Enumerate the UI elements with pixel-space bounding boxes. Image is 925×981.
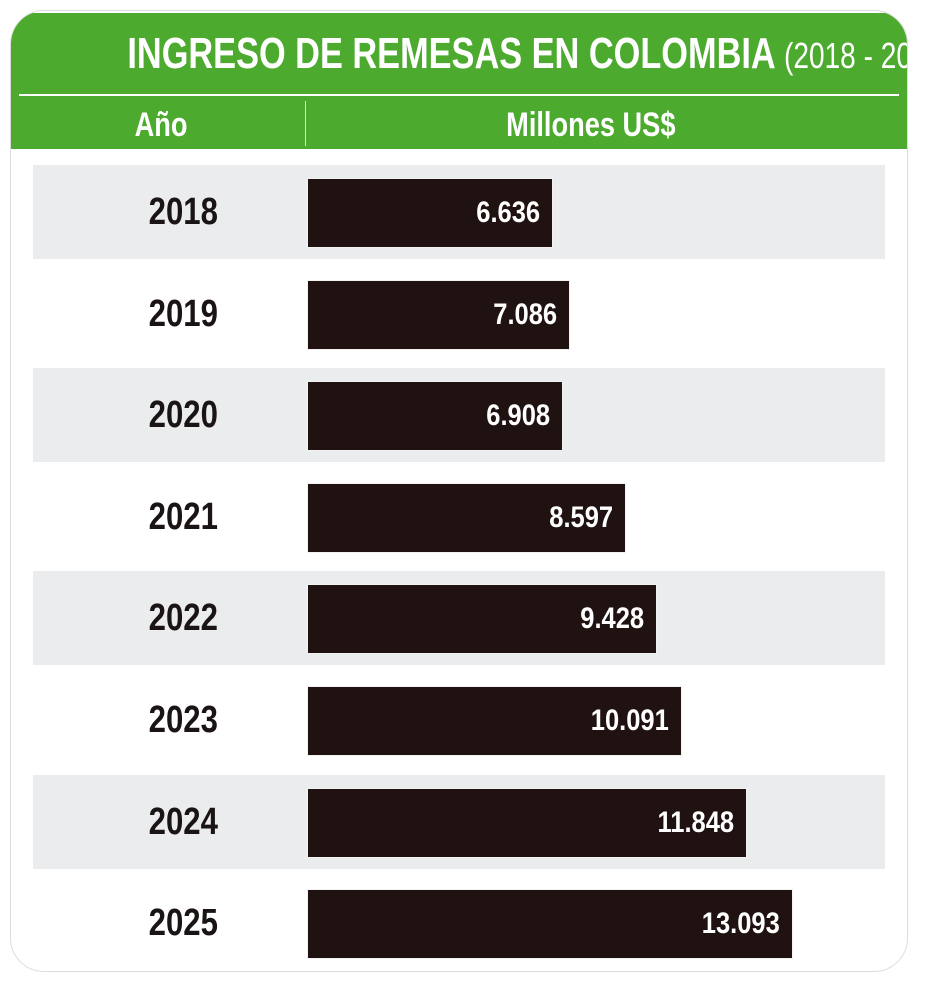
chart-header: INGRESO DE REMESAS EN COLOMBIA (2018 - 2… (11, 13, 907, 149)
bar: 6.908 (307, 381, 564, 452)
bar-row: 2018 6.636 (33, 165, 885, 259)
category-label: 2021 (83, 496, 283, 539)
category-label-text: 2023 (148, 699, 218, 741)
column-header-value: Millones US$ (306, 106, 876, 145)
category-label: 2023 (83, 699, 283, 742)
header-separator (19, 94, 899, 96)
chart-subtitle: (2018 - 2025) (783, 35, 907, 76)
data-label: 8.597 (549, 500, 614, 534)
bar: 8.597 (307, 482, 627, 553)
column-divider (305, 101, 306, 146)
bar-row: 2021 8.597 (33, 470, 885, 564)
category-label-text: 2020 (148, 394, 218, 437)
category-label-text: 2021 (148, 495, 218, 538)
column-header-year-text: Año (134, 106, 188, 144)
category-label-text: 2019 (148, 292, 218, 335)
bar-row: 2019 7.086 (33, 267, 885, 361)
column-header-year: Año (61, 106, 261, 145)
bar-row: 2020 6.908 (33, 368, 885, 463)
column-header-value-text: Millones US$ (506, 106, 676, 144)
category-label-text: 2022 (148, 597, 218, 640)
bar-row: 2024 11.848 (33, 774, 885, 869)
bar-row: 2023 10.091 (33, 673, 885, 767)
category-label: 2022 (83, 597, 283, 640)
category-label-text: 2024 (148, 800, 218, 843)
bar: 10.091 (307, 686, 682, 756)
chart-card: INGRESO DE REMESAS EN COLOMBIA (2018 - 2… (10, 10, 908, 972)
data-label: 9.428 (580, 602, 644, 636)
data-label: 11.848 (657, 805, 734, 839)
bar: 6.636 (307, 178, 554, 248)
bar: 11.848 (307, 787, 747, 858)
category-label-text: 2018 (148, 191, 218, 233)
category-label: 2019 (83, 293, 283, 336)
bar-row: 2025 13.093 (33, 876, 885, 970)
category-label-text: 2025 (148, 902, 218, 945)
chart-title: INGRESO DE REMESAS EN COLOMBIA (2018 - 2… (11, 29, 907, 79)
category-label: 2025 (83, 902, 283, 945)
data-label: 6.908 (486, 399, 551, 433)
data-label: 10.091 (590, 704, 669, 737)
title-text: INGRESO DE REMESAS EN COLOMBIA (127, 29, 775, 78)
bar: 7.086 (307, 279, 571, 350)
data-label: 13.093 (701, 907, 780, 941)
category-label: 2024 (83, 801, 283, 844)
data-label: 7.086 (493, 297, 558, 331)
bar: 9.428 (307, 584, 657, 655)
bar-row: 2022 9.428 (33, 571, 885, 666)
category-label: 2020 (83, 394, 283, 437)
bar: 13.093 (307, 889, 793, 960)
data-label: 6.636 (476, 196, 541, 229)
category-label: 2018 (83, 191, 283, 234)
